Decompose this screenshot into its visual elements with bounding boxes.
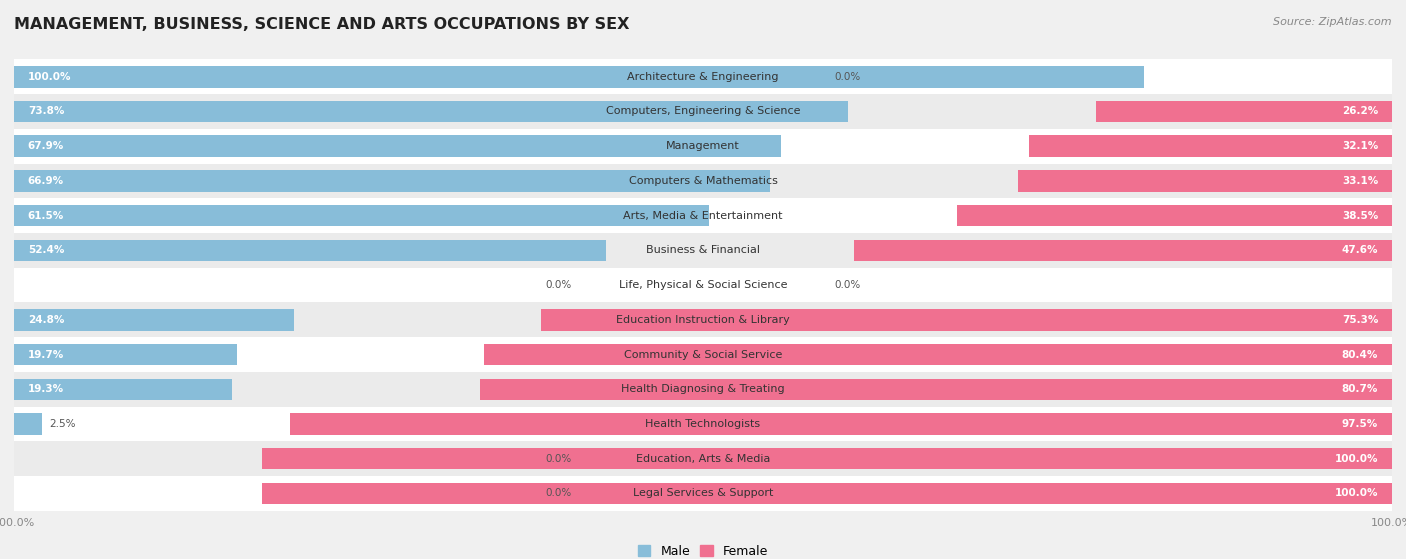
Bar (14, 309, 294, 330)
Text: Source: ZipAtlas.com: Source: ZipAtlas.com (1274, 17, 1392, 27)
Bar (290, 413, 1392, 435)
Text: Life, Physical & Social Science: Life, Physical & Social Science (619, 280, 787, 290)
Bar (14, 198, 1392, 233)
Bar (14, 413, 42, 435)
Bar (14, 268, 1392, 302)
Text: Computers, Engineering & Science: Computers, Engineering & Science (606, 106, 800, 116)
Text: 67.9%: 67.9% (28, 141, 65, 151)
Legend: Male, Female: Male, Female (633, 540, 773, 559)
Bar (957, 205, 1392, 226)
Text: 80.4%: 80.4% (1341, 349, 1378, 359)
Text: 61.5%: 61.5% (28, 211, 65, 221)
Text: 2.5%: 2.5% (49, 419, 76, 429)
Bar (1018, 170, 1392, 192)
Bar (14, 378, 232, 400)
Text: MANAGEMENT, BUSINESS, SCIENCE AND ARTS OCCUPATIONS BY SEX: MANAGEMENT, BUSINESS, SCIENCE AND ARTS O… (14, 17, 630, 32)
Text: 47.6%: 47.6% (1341, 245, 1378, 255)
Text: 97.5%: 97.5% (1341, 419, 1378, 429)
Bar (14, 170, 770, 192)
Text: Arts, Media & Entertainment: Arts, Media & Entertainment (623, 211, 783, 221)
Bar (14, 476, 1392, 511)
Text: 32.1%: 32.1% (1341, 141, 1378, 151)
Text: Business & Financial: Business & Financial (645, 245, 761, 255)
Text: 0.0%: 0.0% (834, 72, 860, 82)
Bar (14, 302, 1392, 337)
Bar (14, 344, 236, 366)
Bar (14, 233, 1392, 268)
Text: 26.2%: 26.2% (1341, 106, 1378, 116)
Text: 33.1%: 33.1% (1341, 176, 1378, 186)
Bar (14, 101, 848, 122)
Text: 66.9%: 66.9% (28, 176, 63, 186)
Bar (14, 59, 1392, 94)
Text: Computers & Mathematics: Computers & Mathematics (628, 176, 778, 186)
Bar (14, 205, 709, 226)
Text: Health Technologists: Health Technologists (645, 419, 761, 429)
Text: Legal Services & Support: Legal Services & Support (633, 489, 773, 499)
Text: 0.0%: 0.0% (546, 454, 572, 464)
Text: 100.0%: 100.0% (1334, 489, 1378, 499)
Text: 19.3%: 19.3% (28, 384, 63, 394)
Bar (14, 164, 1392, 198)
Text: 100.0%: 100.0% (1334, 454, 1378, 464)
Bar (262, 448, 1392, 470)
Bar (14, 135, 782, 157)
Text: 0.0%: 0.0% (546, 489, 572, 499)
Text: 0.0%: 0.0% (546, 280, 572, 290)
Bar (14, 406, 1392, 442)
Text: 73.8%: 73.8% (28, 106, 65, 116)
Bar (14, 337, 1392, 372)
Text: 80.7%: 80.7% (1341, 384, 1378, 394)
Text: Education Instruction & Library: Education Instruction & Library (616, 315, 790, 325)
Text: Health Diagnosing & Treating: Health Diagnosing & Treating (621, 384, 785, 394)
Text: 0.0%: 0.0% (834, 280, 860, 290)
Bar (1095, 101, 1392, 122)
Text: 75.3%: 75.3% (1341, 315, 1378, 325)
Bar (541, 309, 1392, 330)
Bar (1029, 135, 1392, 157)
Bar (853, 240, 1392, 261)
Bar (262, 482, 1392, 504)
Bar (14, 372, 1392, 406)
Bar (14, 129, 1392, 164)
Bar (14, 442, 1392, 476)
Text: Education, Arts & Media: Education, Arts & Media (636, 454, 770, 464)
Text: 100.0%: 100.0% (28, 72, 72, 82)
Bar (14, 240, 606, 261)
Bar (14, 94, 1392, 129)
Bar (479, 378, 1392, 400)
Text: 24.8%: 24.8% (28, 315, 65, 325)
Text: 52.4%: 52.4% (28, 245, 65, 255)
Text: 38.5%: 38.5% (1341, 211, 1378, 221)
Text: Architecture & Engineering: Architecture & Engineering (627, 72, 779, 82)
Bar (484, 344, 1392, 366)
Text: 19.7%: 19.7% (28, 349, 65, 359)
Text: Community & Social Service: Community & Social Service (624, 349, 782, 359)
Bar (14, 66, 1144, 88)
Text: Management: Management (666, 141, 740, 151)
